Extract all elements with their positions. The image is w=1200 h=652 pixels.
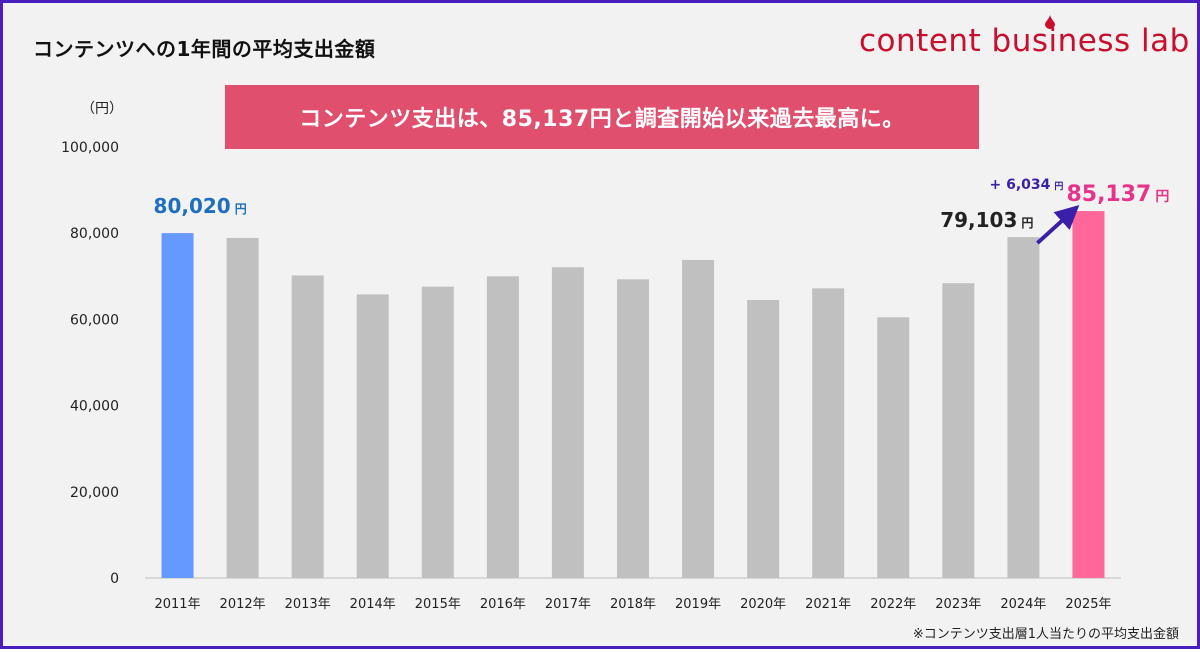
y-tick-label: 0: [110, 571, 119, 587]
bar: [486, 276, 519, 578]
bar: [812, 288, 845, 578]
bar: [1007, 237, 1040, 578]
y-tick-label: 40,000: [70, 399, 119, 415]
x-tick-label: 2013年: [285, 597, 331, 612]
logo-drop-icon: [1045, 15, 1055, 29]
increase-arrow-icon: [1036, 204, 1080, 245]
x-tick-label: 2024年: [1000, 597, 1046, 612]
footnote: ※コンテンツ支出層1人当たりの平均支出金額: [912, 627, 1179, 642]
first-bar-value-label: 80,020 円: [154, 194, 247, 218]
bar: [1072, 211, 1105, 579]
bar: [747, 300, 780, 578]
y-axis-unit-label: （円）: [81, 101, 123, 117]
headline-banner: コンテンツ支出は、85,137円と調査開始以来過去最高に。: [225, 85, 979, 149]
last-bar-value-label: 85,137 円: [1066, 182, 1169, 207]
bar: [421, 286, 454, 578]
x-tick-label: 2025年: [1065, 597, 1111, 612]
bar: [617, 279, 649, 578]
bar: [682, 259, 715, 578]
y-tick-label: 60,000: [70, 312, 119, 328]
x-tick-label: 2021年: [805, 597, 851, 612]
y-tick-label: 80,000: [70, 226, 119, 242]
x-tick-label: 2018年: [610, 597, 656, 612]
bar: [356, 294, 389, 578]
x-tick-label: 2017年: [545, 597, 591, 612]
x-tick-label: 2023年: [935, 597, 981, 612]
x-tick-label: 2019年: [675, 597, 721, 612]
y-tick-label: 100,000: [61, 140, 119, 156]
x-tick-label: 2011年: [154, 597, 200, 612]
x-tick-label: 2016年: [480, 597, 526, 612]
x-tick-label: 2012年: [220, 597, 266, 612]
bar: [161, 233, 194, 578]
spending-bar-chart: （円） 0 20,000 40,000 60,000 80,000 100,000 201…: [61, 101, 1169, 612]
bar: [291, 275, 324, 578]
x-tick-label: 2015年: [415, 597, 461, 612]
page-title: コンテンツへの1年間の平均支出金額: [33, 37, 376, 61]
delta-value-label: + 6,034 円: [989, 177, 1063, 193]
bar: [551, 267, 584, 578]
bar: [226, 237, 259, 579]
x-tick-label: 2020年: [740, 597, 786, 612]
brand-logo: content business lab: [859, 23, 1190, 59]
y-tick-label: 20,000: [70, 485, 119, 501]
x-tick-label: 2022年: [870, 597, 916, 612]
x-tick-label: 2014年: [350, 597, 396, 612]
bar: [877, 317, 910, 578]
bar: [942, 283, 975, 578]
prev-bar-value-label: 79,103 円: [940, 208, 1033, 232]
